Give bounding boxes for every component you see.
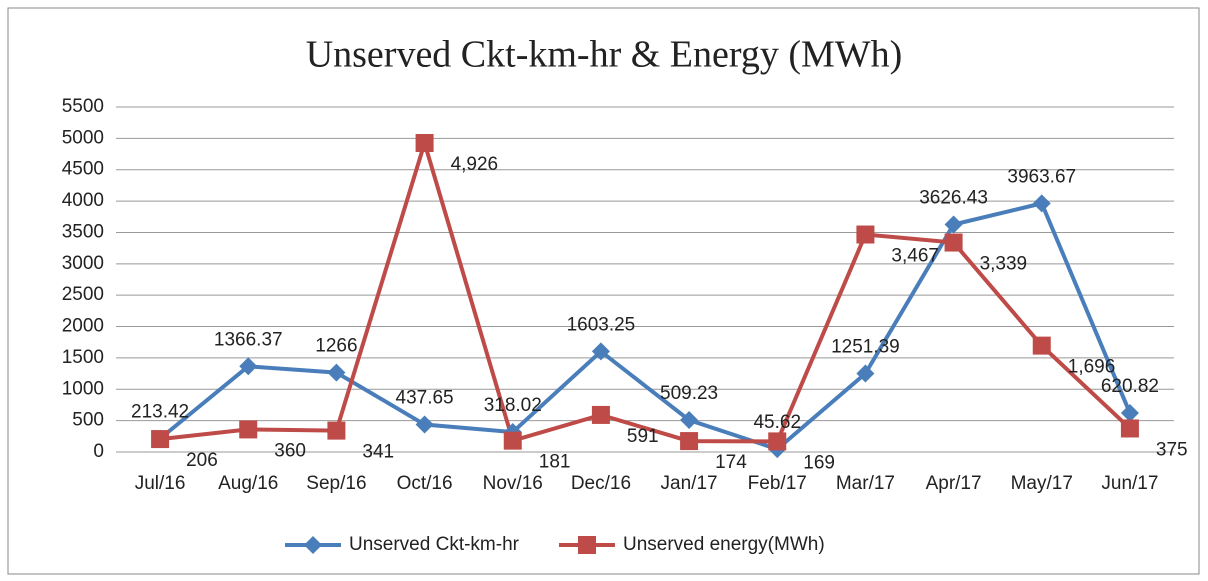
data-label: 3626.43 (919, 188, 988, 209)
data-point (503, 431, 522, 450)
data-label: 1603.25 (567, 314, 636, 335)
data-point (327, 421, 346, 440)
data-label: 3963.67 (1007, 166, 1076, 187)
data-point (1120, 419, 1139, 438)
y-tick-label: 1500 (62, 347, 104, 368)
x-tick-label: Jul/16 (135, 473, 186, 494)
data-point (1032, 336, 1051, 355)
data-label: 3,339 (980, 254, 1028, 275)
x-tick-label: Apr/17 (926, 473, 982, 494)
series-line (159, 136, 1132, 444)
data-point (1120, 404, 1139, 423)
y-tick-label: 2000 (62, 316, 104, 337)
x-tick-label: May/17 (1011, 473, 1073, 494)
x-tick-label: Feb/17 (748, 473, 807, 494)
data-point (151, 430, 170, 449)
data-point (239, 357, 258, 376)
legend-marker (304, 536, 322, 554)
data-label: 375 (1156, 439, 1188, 460)
data-point (327, 363, 346, 382)
y-tick-label: 500 (72, 410, 104, 431)
data-label: 174 (715, 452, 747, 473)
x-tick-label: Dec/16 (571, 473, 631, 494)
data-point (415, 415, 434, 434)
y-tick-label: 5000 (62, 127, 104, 148)
data-point (415, 134, 434, 153)
data-label: 318.02 (484, 395, 542, 416)
x-tick-label: Sep/16 (306, 473, 366, 494)
data-label: 45.62 (753, 412, 801, 433)
x-tick-label: Oct/16 (397, 473, 453, 494)
x-tick-label: Mar/17 (836, 473, 895, 494)
data-point (239, 420, 258, 439)
data-point (768, 432, 787, 451)
y-tick-label: 3500 (62, 221, 104, 242)
y-tick-label: 5500 (62, 96, 104, 117)
data-label: 1251.39 (831, 337, 900, 358)
x-tick-label: Jan/17 (661, 473, 718, 494)
data-label: 1266 (315, 336, 357, 357)
y-tick-label: 4500 (62, 159, 104, 180)
data-point (680, 411, 699, 430)
series-line (158, 201, 1132, 452)
data-label: 509.23 (660, 383, 718, 404)
y-tick-label: 4000 (62, 190, 104, 211)
legend-label: Unserved energy(MWh) (623, 534, 825, 555)
legend-label: Unserved Ckt-km-hr (349, 534, 520, 555)
x-tick-label: Nov/16 (483, 473, 543, 494)
data-label: 341 (362, 442, 394, 463)
chart-border (7, 7, 1200, 575)
data-label: 360 (274, 440, 306, 461)
data-point (944, 215, 963, 234)
data-point (591, 342, 610, 361)
chart-title: Unserved Ckt-km-hr & Energy (MWh) (306, 34, 903, 76)
data-point (680, 432, 699, 451)
data-label: 1366.37 (214, 329, 283, 350)
data-label: 4,926 (451, 154, 499, 175)
data-label: 1,696 (1068, 357, 1116, 378)
data-label: 169 (803, 452, 835, 473)
data-point (1032, 194, 1051, 213)
data-label: 181 (539, 452, 571, 473)
data-label: 437.65 (396, 388, 454, 409)
data-label: 620.82 (1101, 376, 1159, 397)
x-tick-label: Jun/17 (1101, 473, 1158, 494)
legend-marker (577, 536, 596, 554)
y-tick-label: 1000 (62, 378, 104, 399)
data-label: 213.42 (131, 402, 189, 423)
x-tick-label: Aug/16 (218, 473, 278, 494)
data-point (856, 364, 875, 383)
data-label: 206 (186, 450, 218, 471)
y-tick-label: 0 (93, 441, 104, 462)
data-point (856, 225, 875, 244)
data-label: 3,467 (891, 246, 939, 267)
y-tick-label: 3000 (62, 253, 104, 274)
data-label: 591 (627, 426, 659, 447)
data-point (944, 233, 963, 252)
data-point (591, 405, 610, 424)
y-tick-label: 2500 (62, 284, 104, 305)
